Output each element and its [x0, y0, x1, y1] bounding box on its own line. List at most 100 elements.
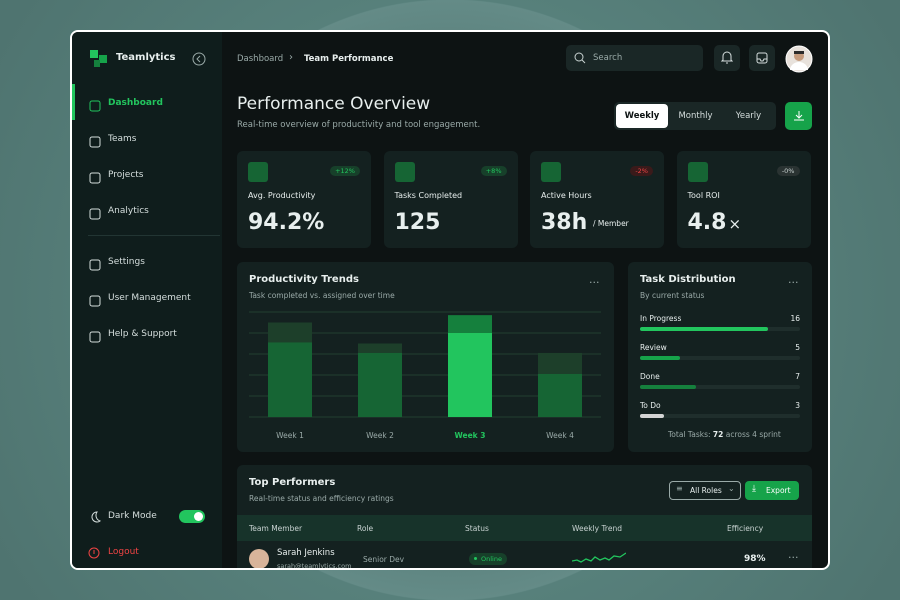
- row-menu: ···: [788, 551, 799, 564]
- brand: Teamlytics: [116, 52, 176, 63]
- icon-part: [574, 52, 586, 64]
- icon-part: [89, 259, 101, 271]
- role-filter[interactable]: All Roles ≡ ⌄: [669, 481, 741, 500]
- icon-part: [89, 172, 101, 184]
- nav-item[interactable]: Help & Support: [108, 329, 177, 339]
- kpi-value: 125: [394, 210, 441, 235]
- nav-icon: [89, 328, 101, 347]
- export-button[interactable]: ⤓ Export: [745, 481, 799, 500]
- icon-part: [574, 52, 584, 62]
- progress-track: [640, 385, 800, 389]
- logout[interactable]: Logout: [108, 547, 139, 557]
- icon-part: [89, 259, 101, 271]
- efficiency: 98%: [744, 554, 766, 564]
- breadcrumb-current: Team Performance: [304, 54, 394, 64]
- nav-icon: [89, 205, 101, 224]
- icon-part: [196, 55, 201, 63]
- icon-part: [89, 331, 101, 343]
- divider: [88, 235, 220, 236]
- nav-item[interactable]: Teams: [108, 134, 137, 144]
- icon-part: [192, 52, 206, 66]
- kpi-card: -0% Tool ROI 4.8 ×: [676, 151, 811, 248]
- search-box[interactable]: Search: [566, 45, 703, 71]
- filter-label: All Roles: [690, 486, 722, 495]
- x-tick-label: Week 3: [455, 431, 486, 440]
- distribution-card: Task Distribution By current status ··· …: [628, 262, 812, 452]
- weekly-trend: [571, 550, 627, 568]
- member-avatar: [249, 549, 269, 568]
- progress-fill: [640, 385, 696, 389]
- kpi-icon: [248, 162, 268, 182]
- kpi-value: 94.2%: [248, 210, 325, 235]
- user-avatar[interactable]: [785, 45, 813, 73]
- column-header: Weekly Trend: [572, 524, 622, 533]
- status-count: 7: [795, 372, 800, 381]
- status-count: 5: [795, 343, 800, 352]
- icon-part: [91, 511, 102, 523]
- kpi-change: +8%: [480, 166, 507, 176]
- notifications-button[interactable]: [714, 45, 740, 71]
- nav-item[interactable]: User Management: [108, 293, 191, 303]
- icon-part: [790, 62, 808, 70]
- more-button[interactable]: ···: [589, 276, 600, 289]
- card-subtitle: Task completed vs. assigned over time: [249, 291, 395, 300]
- nav-icon: [89, 169, 101, 188]
- status-dot: [474, 557, 477, 560]
- progress-fill: [640, 356, 680, 360]
- icon-part: [89, 172, 101, 184]
- inbox-button[interactable]: [749, 45, 775, 71]
- period-label: Monthly: [678, 111, 713, 121]
- period-tab[interactable]: Monthly: [669, 104, 722, 128]
- x-tick-label: Week 2: [366, 431, 394, 440]
- icon-part: [90, 50, 98, 58]
- breadcrumb-separator: ›: [289, 52, 293, 63]
- card-subtitle: Real-time status and efficiency ratings: [249, 494, 394, 503]
- icon-part: [89, 208, 101, 220]
- icon-part: [571, 552, 627, 563]
- nav-item[interactable]: Projects: [108, 170, 144, 180]
- status-label: Review: [640, 343, 667, 352]
- kpi-card: -2% Active Hours 38h / Member: [530, 151, 664, 248]
- nav-icon: [89, 292, 101, 311]
- nav-item[interactable]: Settings: [108, 257, 145, 267]
- kpi-label: Avg. Productivity: [248, 191, 316, 200]
- icon-part: [99, 55, 107, 63]
- icon-part: [89, 331, 101, 343]
- dark-mode-toggle[interactable]: [179, 510, 205, 523]
- kpi-icon: [541, 162, 561, 182]
- nav-item[interactable]: Dashboard: [108, 98, 163, 108]
- icon-part: [94, 60, 100, 67]
- collapse-button[interactable]: [192, 52, 206, 66]
- total-value: 72: [712, 430, 724, 439]
- kpi-value: 4.8: [687, 210, 727, 235]
- icon-part: [756, 52, 768, 64]
- icon-part: [581, 59, 586, 64]
- more-button[interactable]: ···: [788, 276, 799, 289]
- total-tasks: Total Tasks: 72 across 4 sprint: [668, 430, 781, 439]
- x-tick-label: Week 1: [276, 431, 304, 440]
- kpi-card: +12% Avg. Productivity 94.2%: [237, 151, 371, 248]
- icon-part: [88, 547, 100, 559]
- progress-track: [640, 414, 800, 418]
- status-pill: Online: [469, 553, 507, 565]
- period-tab[interactable]: Weekly: [616, 104, 668, 128]
- nav-icon: [89, 97, 101, 116]
- status-label: To Do: [640, 401, 661, 410]
- download-button[interactable]: [785, 102, 812, 130]
- period-tab[interactable]: Yearly: [722, 104, 775, 128]
- status-count: 16: [790, 314, 800, 323]
- breadcrumb-root[interactable]: Dashboard: [237, 54, 284, 64]
- icon-part: [756, 52, 768, 64]
- trends-chart: Week 1 Week 2 Week 3 Week 4: [249, 311, 601, 440]
- kpi-value: 38h: [541, 210, 588, 235]
- icon-part: [89, 136, 101, 148]
- card-title: Productivity Trends: [249, 274, 359, 285]
- sidebar: Teamlytics Dark Mode Logout Dashboard Tea…: [72, 32, 222, 568]
- nav-item[interactable]: Analytics: [108, 206, 149, 216]
- icon-part: [794, 51, 804, 54]
- nav-icon: [89, 256, 101, 275]
- period-label: Weekly: [624, 111, 660, 121]
- icon-part: [721, 51, 733, 64]
- card-title: Task Distribution: [640, 274, 736, 285]
